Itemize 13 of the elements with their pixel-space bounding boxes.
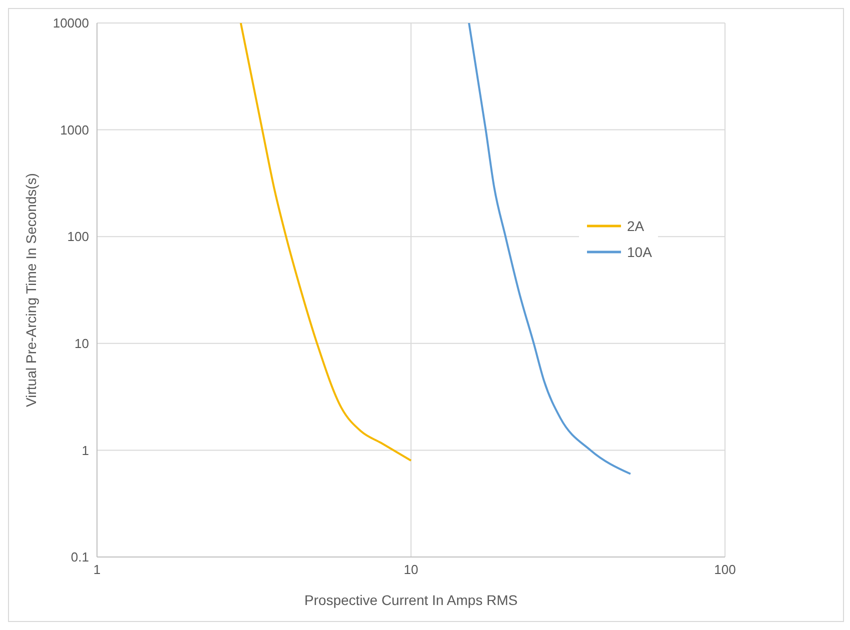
y-tick-label: 1: [82, 442, 89, 458]
x-axis-title: Prospective Current In Amps RMS: [304, 592, 518, 608]
legend-label: 2A: [627, 218, 644, 234]
y-tick-label: 100: [67, 229, 89, 244]
x-tick-label: 100: [714, 562, 736, 578]
legend-label: 10A: [627, 244, 652, 260]
x-tick-label: 1: [93, 562, 101, 578]
y-tick-label: 1000: [60, 122, 89, 138]
y-axis-title: Virtual Pre-Arcing Time In Seconds(s): [22, 173, 39, 407]
y-tick-label: 10: [74, 336, 89, 352]
y-tick-label: 10000: [52, 16, 89, 31]
y-tick-label: 0.1: [70, 550, 89, 565]
x-tick-label: 10: [404, 562, 418, 578]
